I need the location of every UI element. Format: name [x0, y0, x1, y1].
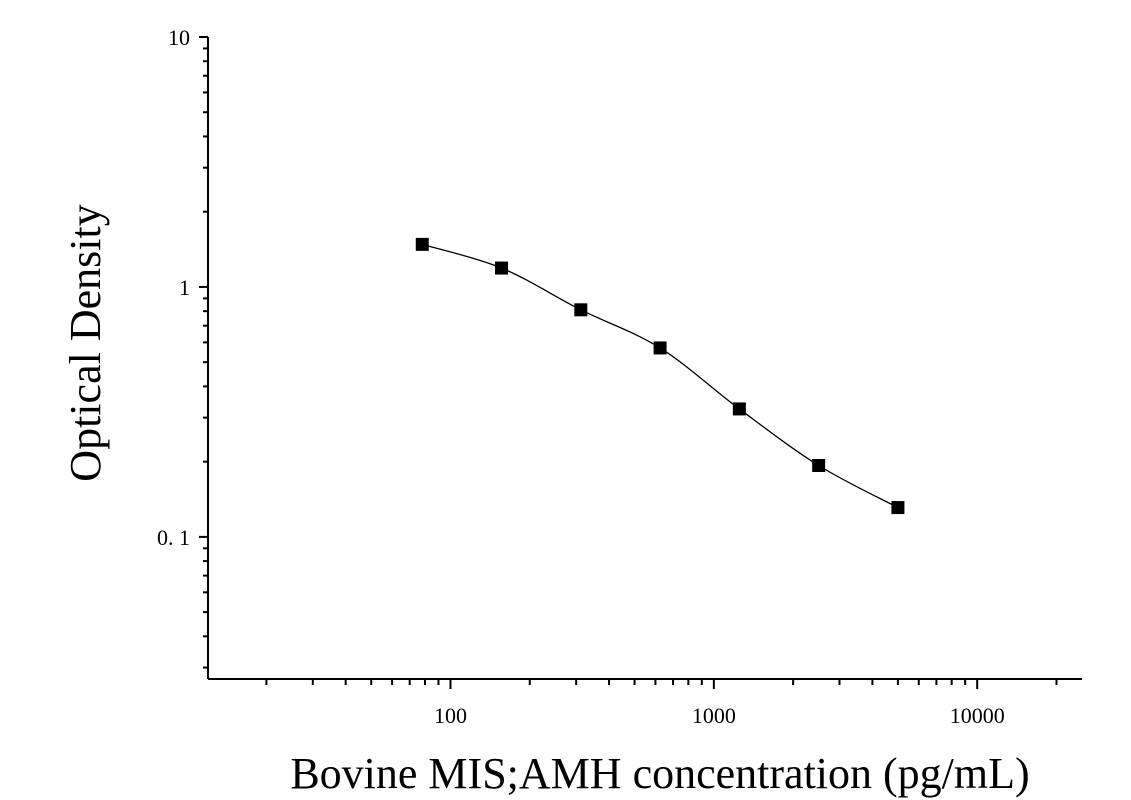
fit-curve — [422, 243, 899, 509]
x-tick-label: 1000 — [692, 703, 736, 728]
data-points — [415, 237, 905, 515]
data-point — [732, 402, 746, 416]
fit-curve-group — [422, 243, 899, 509]
x-axis: 100 1000 10000 — [208, 678, 1082, 728]
data-point — [891, 501, 905, 515]
data-point — [415, 237, 429, 251]
y-tick-label: 0. 1 — [157, 525, 190, 550]
y-axis: 10 1 0. 1 — [157, 25, 209, 679]
data-point — [812, 459, 826, 473]
data-point — [495, 261, 509, 275]
data-point — [653, 341, 667, 355]
x-tick-label: 10000 — [950, 703, 1005, 728]
x-axis-title: Bovine MIS;AMH concentration (pg/mL) — [290, 749, 1029, 798]
x-tick-label: 100 — [434, 703, 467, 728]
y-tick-label: 1 — [179, 275, 190, 300]
y-tick-label: 10 — [168, 25, 190, 50]
y-axis-title: Optical Density — [61, 204, 110, 481]
data-point — [574, 303, 588, 317]
